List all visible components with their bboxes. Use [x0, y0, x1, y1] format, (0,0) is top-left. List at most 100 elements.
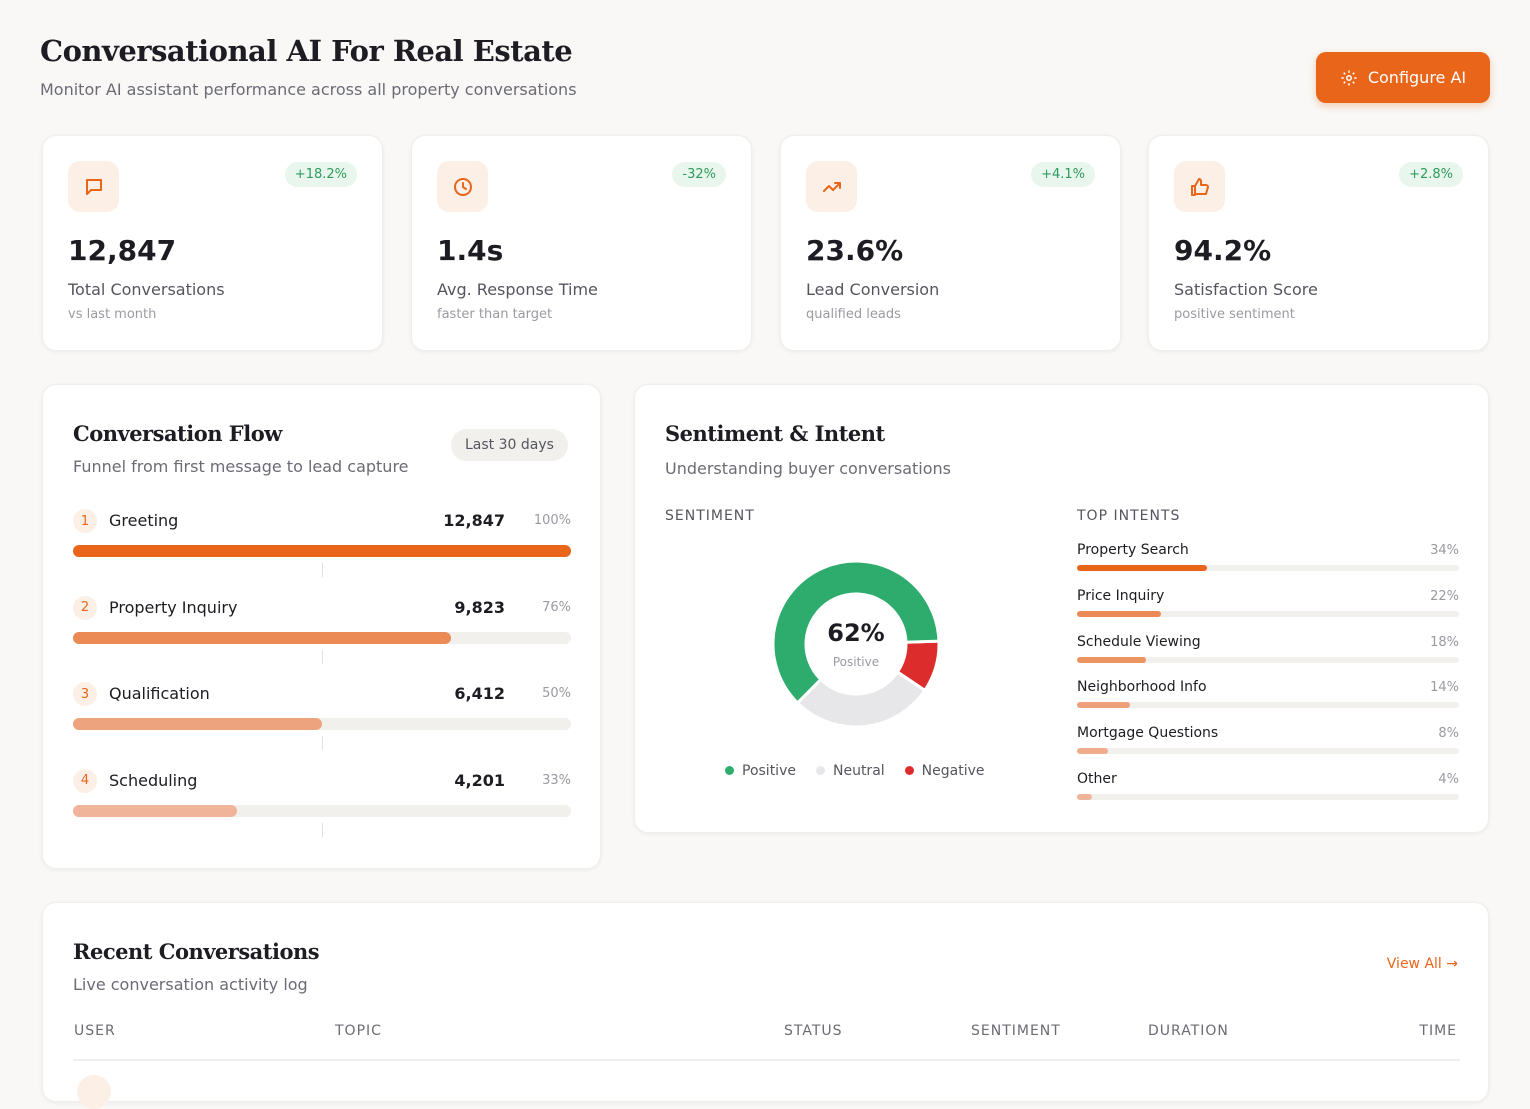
intent-bar-track	[1077, 748, 1459, 755]
kpi-card: +2.8% 94.2% Satisfaction Score positive …	[1148, 135, 1489, 351]
intent-bar-track	[1077, 702, 1459, 709]
column-header-user[interactable]: USER	[74, 1023, 116, 1039]
stage-name: Greeting	[109, 511, 179, 530]
intent-bar-fill	[1077, 610, 1162, 617]
thumbs-up-icon	[1174, 161, 1225, 212]
stage-bar-fill	[73, 804, 238, 817]
donut-slice-positive[interactable]	[771, 559, 941, 706]
kpi-note: qualified leads	[806, 307, 901, 322]
kpi-value: 1.4s	[437, 234, 504, 267]
flow-subtitle: Funnel from first message to lead captur…	[73, 457, 409, 476]
stage-bar-fill	[73, 545, 571, 557]
recent-title: Recent Conversations	[73, 939, 320, 964]
donut-center-label: Positive	[832, 655, 880, 669]
column-header-topic[interactable]: TOPIC	[335, 1023, 382, 1039]
intent-bar-fill	[1077, 702, 1131, 709]
change-badge: +4.1%	[1031, 162, 1095, 187]
sentiment-section-label: SENTIMENT	[665, 508, 755, 524]
avatar	[77, 1075, 111, 1109]
flow-title: Conversation Flow	[73, 421, 282, 446]
kpi-label: Satisfaction Score	[1174, 280, 1318, 299]
funnel-stage: 1 Greeting 12,847 100%	[73, 509, 571, 577]
kpi-note: vs last month	[68, 307, 157, 322]
column-header-sentiment[interactable]: SENTIMENT	[971, 1023, 1061, 1039]
intent-bar-fill	[1077, 794, 1093, 800]
legend-label: Neutral	[832, 763, 885, 779]
stage-bar-track	[73, 545, 571, 557]
intent-bar-track	[1077, 656, 1459, 663]
intent-bar-track	[1077, 610, 1459, 617]
column-header-time[interactable]: TIME	[1419, 1023, 1457, 1039]
column-header-duration[interactable]: DURATION	[1148, 1023, 1229, 1039]
funnel-stage: 2 Property Inquiry 9,823 76%	[73, 595, 571, 664]
intent-percent: 34%	[1430, 543, 1459, 558]
legend-dot	[904, 766, 914, 775]
page-subtitle: Monitor AI assistant performance across …	[40, 80, 577, 99]
stage-count: 6,412	[454, 684, 505, 703]
stage-bar-fill	[73, 718, 322, 730]
intent-item: Property Search 34%	[1077, 542, 1459, 571]
intent-bar-fill	[1077, 748, 1108, 755]
kpi-card: -32% 1.4s Avg. Response Time faster than…	[411, 135, 752, 351]
change-badge: +2.8%	[1399, 162, 1463, 187]
stage-bar-track	[73, 631, 571, 644]
stage-connector	[322, 822, 323, 837]
stage-count: 12,847	[443, 511, 505, 530]
kpi-value: 23.6%	[806, 234, 904, 267]
intent-bar-fill	[1077, 565, 1207, 571]
view-all-link[interactable]: View All →	[1386, 956, 1458, 972]
intents-section-label: TOP INTENTS	[1077, 508, 1181, 524]
column-header-status[interactable]: STATUS	[784, 1023, 843, 1039]
stage-number: 4	[73, 768, 97, 793]
intent-name: Mortgage Questions	[1077, 725, 1219, 742]
kpi-label: Avg. Response Time	[437, 280, 598, 299]
stage-bar-track	[73, 804, 571, 817]
recent-conversations-card: Recent Conversations Live conversation a…	[42, 902, 1489, 1109]
message-icon	[68, 161, 119, 212]
kpi-card: +18.2% 12,847 Total Conversations vs las…	[42, 135, 383, 351]
stage-count: 4,201	[454, 770, 505, 790]
intent-item: Neighborhood Info 14%	[1077, 679, 1459, 709]
stage-connector	[322, 649, 323, 664]
table-header-divider	[73, 1059, 1460, 1061]
funnel-stage: 3 Qualification 6,412 50%	[73, 682, 571, 750]
stage-number: 1	[73, 509, 97, 533]
gear-icon	[1341, 70, 1357, 85]
sentiment-subtitle: Understanding buyer conversations	[665, 459, 951, 478]
stage-count: 9,823	[454, 597, 505, 617]
legend-item: Neutral	[815, 763, 885, 779]
donut-slice-neutral[interactable]	[795, 669, 927, 729]
stage-number: 3	[73, 682, 97, 706]
intent-name: Price Inquiry	[1077, 587, 1165, 604]
intent-bar-track	[1077, 794, 1459, 800]
conversation-flow-card: Conversation Flow Funnel from first mess…	[42, 384, 601, 869]
date-range-selector[interactable]: Last 30 days	[451, 429, 568, 461]
kpi-note: positive sentiment	[1174, 307, 1295, 322]
intent-bar-fill	[1077, 656, 1146, 663]
kpi-value: 12,847	[68, 234, 177, 267]
configure-ai-button[interactable]: Configure AI	[1316, 52, 1490, 103]
stage-connector	[322, 736, 323, 750]
sentiment-title: Sentiment & Intent	[665, 421, 885, 446]
donut-center-value: 62%	[827, 619, 885, 647]
intent-name: Schedule Viewing	[1077, 633, 1201, 650]
sentiment-legend: Positive Neutral Negative	[725, 763, 985, 779]
sentiment-intent-card: Sentiment & Intent Understanding buyer c…	[634, 384, 1489, 833]
stage-name: Scheduling	[109, 770, 198, 790]
intent-item: Price Inquiry 22%	[1077, 588, 1459, 617]
clock-icon	[437, 161, 488, 212]
legend-dot	[725, 766, 734, 775]
stage-percent: 50%	[542, 686, 571, 701]
page-title: Conversational AI For Real Estate	[40, 34, 573, 68]
stage-bar-track	[73, 718, 571, 730]
intent-bar-track	[1077, 565, 1459, 571]
stage-number: 2	[73, 595, 97, 620]
intent-name: Neighborhood Info	[1077, 679, 1207, 696]
stage-percent: 33%	[542, 772, 571, 788]
sentiment-donut-chart	[771, 559, 941, 729]
intent-item: Mortgage Questions 8%	[1077, 725, 1459, 755]
legend-item: Positive	[725, 763, 796, 779]
recent-subtitle: Live conversation activity log	[73, 975, 308, 994]
kpi-value: 94.2%	[1174, 234, 1272, 267]
legend-label: Positive	[742, 763, 796, 779]
